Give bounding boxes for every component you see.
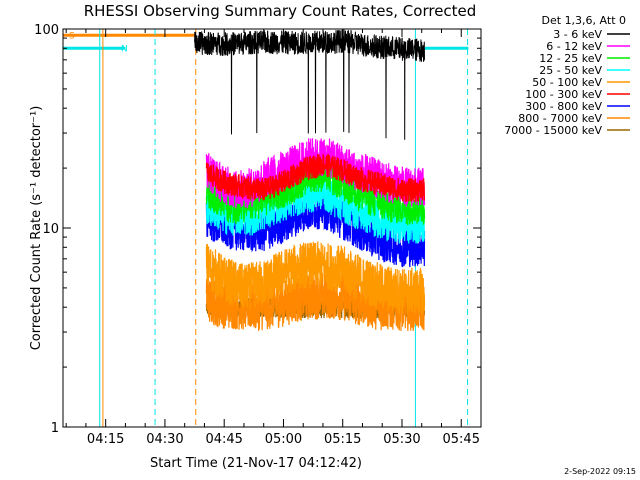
x-axis-ticks: 04:15 04:30 04:45 05:00 05:15 05:30 05:45 <box>65 29 480 447</box>
legend-entry: 300 - 800 keV <box>525 100 602 113</box>
legend-entry: 25 - 50 keV <box>539 64 602 77</box>
data-series <box>194 29 426 332</box>
y-tick-label: 1 <box>51 421 59 436</box>
y-axis-ticks: 1 10 100 <box>34 23 481 436</box>
y-tick-label: 10 <box>42 222 59 237</box>
x-tick-label: 05:15 <box>324 432 361 447</box>
x-tick-label: 04:30 <box>146 432 183 447</box>
x-tick-label: 05:45 <box>443 432 480 447</box>
series-line <box>205 153 426 203</box>
vertical-markers <box>99 29 469 427</box>
series-line <box>194 29 425 140</box>
legend-entry: 3 - 6 keV <box>553 28 602 41</box>
flag-label: N <box>121 44 128 54</box>
legend-entry: 50 - 100 keV <box>532 76 602 89</box>
y-axis-label: Corrected Count Rate (s⁻¹ detector⁻¹) <box>29 106 44 351</box>
x-tick-label: 04:45 <box>205 432 242 447</box>
chart-title: RHESSI Observing Summary Count Rates, Co… <box>84 2 477 20</box>
legend-entry: 7000 - 15000 keV <box>504 124 602 137</box>
series-line <box>205 241 426 316</box>
x-axis-label: Start Time (21-Nov-17 04:12:42) <box>150 456 362 471</box>
x-tick-label: 04:15 <box>87 432 124 447</box>
generation-timestamp: 2-Sep-2022 09:15 <box>564 467 636 476</box>
y-tick-label: 100 <box>34 23 59 38</box>
flag-label: S <box>69 31 75 41</box>
legend-entry: 100 - 300 keV <box>525 88 602 101</box>
x-tick-label: 05:00 <box>265 432 302 447</box>
legend-entry: 6 - 12 keV <box>546 40 602 53</box>
legend-title: Det 1,3,6, Att 0 <box>542 14 626 27</box>
x-tick-label: 05:30 <box>383 432 420 447</box>
flag-bars: SN <box>63 31 469 54</box>
legend-entry: 12 - 25 keV <box>539 52 602 65</box>
series-line <box>205 189 426 268</box>
legend-entry: 800 - 7000 keV <box>518 112 602 125</box>
